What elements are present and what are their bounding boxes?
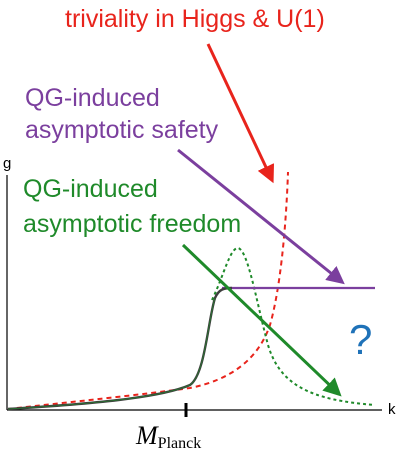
- freedom-label-line2: asymptotic freedom: [23, 210, 241, 238]
- unknown-question-mark: ?: [349, 316, 372, 363]
- common-flow-curve: [7, 286, 233, 411]
- x-tick-label-main: M: [135, 421, 159, 450]
- x-tick-label-sub: Planck: [158, 435, 202, 452]
- safety-arrow: [177, 148, 345, 285]
- safety-label-line1: QG-induced: [25, 84, 160, 112]
- triviality-curve: [7, 171, 289, 410]
- freedom-label-line1: QG-induced: [23, 175, 158, 203]
- triviality-arrow: [206, 43, 275, 184]
- triviality-label: triviality in Higgs & U(1): [65, 5, 325, 33]
- common-flow-curve-green-overlay: [7, 297, 216, 410]
- y-axis-label: g: [3, 155, 11, 172]
- safety-label-line2: asymptotic safety: [25, 116, 219, 144]
- x-tick-label: MPlanck: [135, 421, 201, 452]
- x-axis-label: k: [388, 401, 396, 418]
- freedom-arrow: [181, 243, 342, 397]
